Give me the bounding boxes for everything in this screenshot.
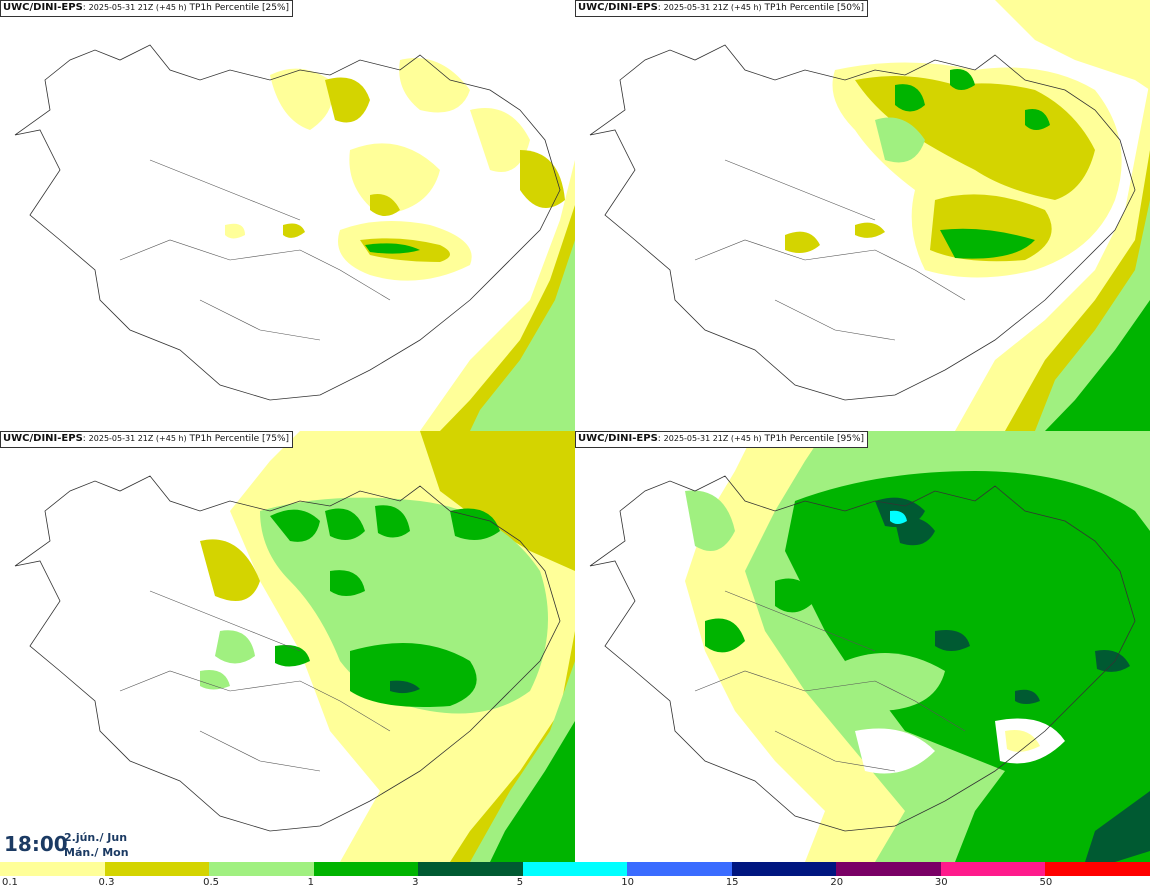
colorbar-segment — [1045, 862, 1150, 876]
map-panel-p25: UWC/DINI-EPS: 2025-05-31 21Z (+45 h) TP1… — [0, 0, 575, 431]
colorbar-segment — [104, 862, 210, 876]
colorbar — [0, 862, 1150, 876]
colorbar-tick-label: 10 — [621, 877, 634, 888]
colorbar-segment — [522, 862, 628, 876]
colorbar-segment — [418, 862, 523, 876]
colorbar-tick-label: 5 — [516, 877, 524, 888]
map-p95 — [575, 431, 1150, 862]
colorbar-tick-label: 50 — [1039, 877, 1053, 888]
colorbar-segment — [0, 862, 105, 876]
colorbar-tick-label: 0.1 — [2, 877, 18, 888]
map-panel-p95: UWC/DINI-EPS: 2025-05-31 21Z (+45 h) TP1… — [575, 431, 1150, 862]
panel-title: UWC/DINI-EPS: 2025-05-31 21Z (+45 h) TP1… — [575, 0, 869, 17]
colorbar-segment — [940, 862, 1046, 876]
map-panel-p75: UWC/DINI-EPS: 2025-05-31 21Z (+45 h) TP1… — [0, 431, 575, 862]
colorbar-tick-label: 1 — [307, 877, 314, 888]
valid-time: 18:00 — [4, 832, 68, 856]
panel-title: UWC/DINI-EPS: 2025-05-31 21Z (+45 h) TP1… — [575, 431, 869, 448]
panel-title: UWC/DINI-EPS: 2025-05-31 21Z (+45 h) TP1… — [0, 431, 294, 448]
colorbar-tick-label: 20 — [830, 877, 844, 888]
valid-time-box: 18:00 2.jún./ Jun Mán./ Mon — [0, 828, 129, 862]
colorbar-tick-label: 3 — [412, 877, 419, 888]
colorbar-tick-label: 0.3 — [98, 877, 115, 888]
valid-weekday: Mán./ Mon — [64, 846, 129, 859]
colorbar-segment — [209, 862, 314, 876]
panel-title: UWC/DINI-EPS: 2025-05-31 21Z (+45 h) TP1… — [0, 0, 294, 17]
colorbar-segment — [836, 862, 941, 876]
colorbar-segment — [313, 862, 419, 876]
colorbar-tick-label: 0.5 — [203, 877, 219, 888]
colorbar-tick-label: 15 — [725, 877, 739, 888]
map-p25 — [0, 0, 575, 431]
map-p50 — [575, 0, 1150, 431]
map-panel-p50: UWC/DINI-EPS: 2025-05-31 21Z (+45 h) TP1… — [575, 0, 1150, 431]
colorbar-ticks: 0.1 0.3 0.5 1 3 5 10 15 20 30 50 — [0, 876, 1150, 891]
colorbar-tick-label: 30 — [934, 877, 948, 888]
valid-date: 2.jún./ Jun — [64, 831, 128, 844]
map-p75 — [0, 431, 575, 862]
colorbar-segment — [627, 862, 732, 876]
colorbar-segment — [731, 862, 837, 876]
